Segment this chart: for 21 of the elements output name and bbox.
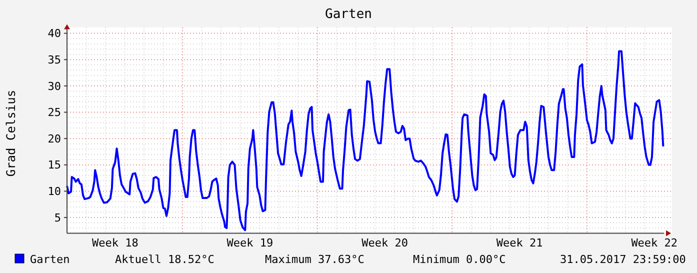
y-tick-label: 25 bbox=[48, 106, 61, 120]
line-series bbox=[66, 50, 664, 232]
text: Aktuell 18.52°C bbox=[115, 253, 214, 266]
x-tick-label: Week 18 bbox=[92, 236, 138, 250]
x-tick-label: Week 19 bbox=[226, 236, 274, 250]
y-tick-label: 10 bbox=[48, 185, 61, 198]
text: Minimum 0.00°C bbox=[413, 253, 506, 266]
x-tick-label: Week 20 bbox=[362, 236, 408, 250]
x-tick-label: Week 21 bbox=[496, 236, 543, 250]
y-tick-label: 20 bbox=[48, 132, 61, 146]
x-tick-label: Week 22 bbox=[631, 236, 678, 250]
legend-label: Garten bbox=[30, 253, 70, 266]
chart-title: Garten bbox=[325, 7, 372, 22]
text: 31.05.2017 23:59:00 bbox=[560, 253, 686, 266]
y-tick-label: 5 bbox=[54, 211, 61, 224]
y-axis-title: Grad Celsius bbox=[4, 90, 18, 177]
y-tick-label: 40 bbox=[48, 27, 61, 40]
y-tick-label: 15 bbox=[48, 158, 61, 172]
text: Maximum 37.63°C bbox=[265, 253, 364, 266]
y-tick-label: 35 bbox=[48, 53, 61, 66]
y-tick-label: 30 bbox=[48, 80, 61, 93]
